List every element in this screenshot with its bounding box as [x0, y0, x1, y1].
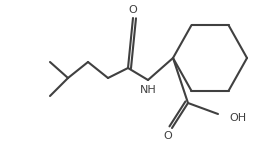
- Text: O: O: [164, 131, 172, 141]
- Text: OH: OH: [230, 113, 247, 123]
- Text: O: O: [129, 5, 137, 15]
- Text: NH: NH: [140, 85, 156, 95]
